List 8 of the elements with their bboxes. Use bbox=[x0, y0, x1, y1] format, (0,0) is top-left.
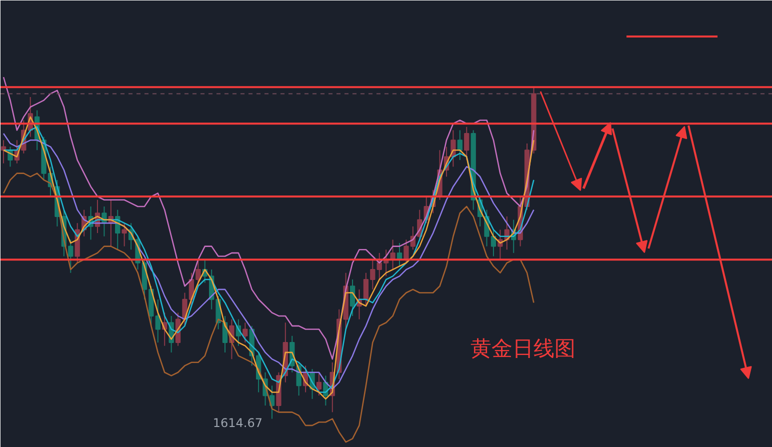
candlestick bbox=[404, 239, 409, 264]
text: 黄金日线图 bbox=[470, 336, 576, 360]
annotation: 1614.67 bbox=[212, 416, 262, 430]
candlestick bbox=[242, 322, 248, 344]
candlestick bbox=[457, 130, 462, 161]
candlestick bbox=[122, 222, 127, 247]
candlestick bbox=[316, 372, 322, 396]
candlestick bbox=[464, 126, 470, 161]
